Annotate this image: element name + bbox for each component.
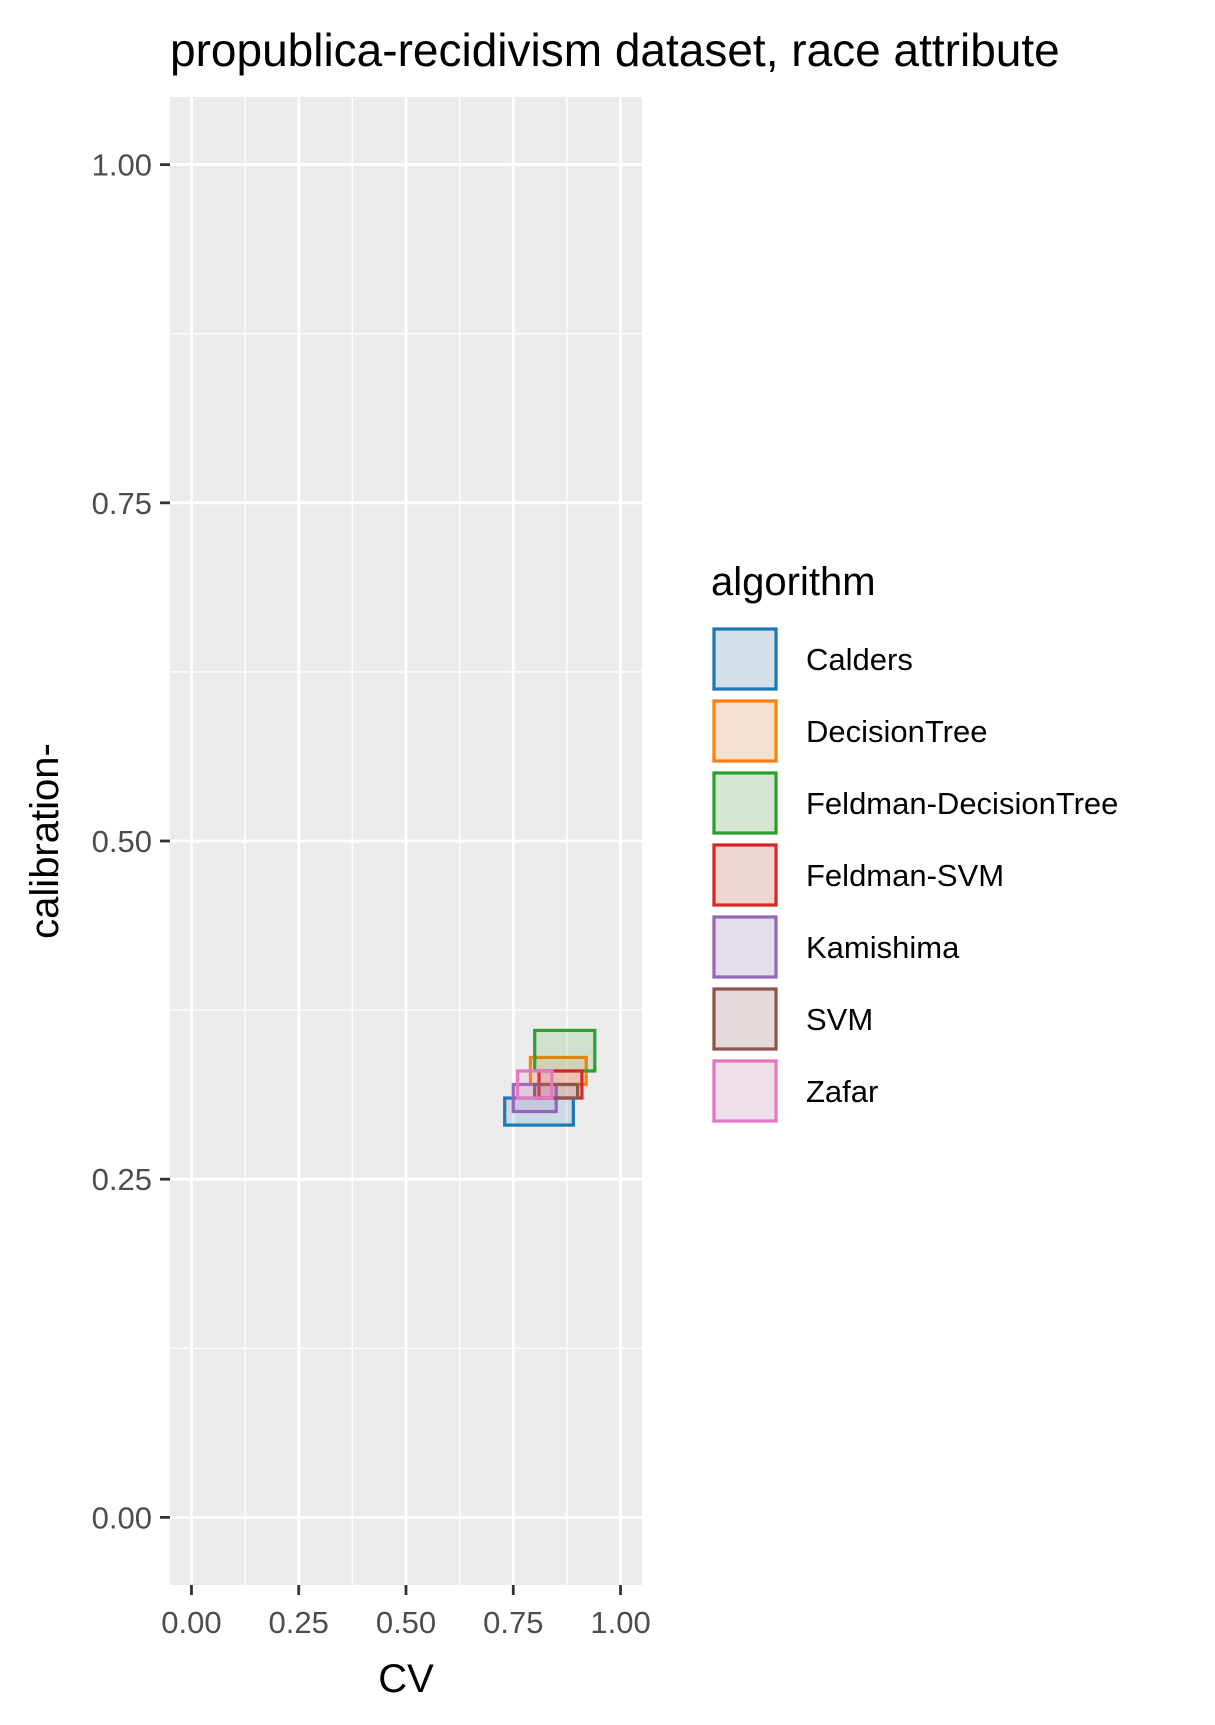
legend-key-bg [712, 699, 778, 763]
y-axis-title: calibration- [23, 743, 67, 939]
legend: algorithm Calders DecisionTree Feldman-Dec… [711, 560, 1118, 1123]
legend-label-decisiontree: DecisionTree [806, 714, 987, 749]
grid-major [170, 97, 642, 1585]
y-axis: 0.00 0.25 0.50 0.75 1.00 [92, 148, 170, 1535]
legend-label-zafar: Zafar [806, 1074, 878, 1109]
legend-key-bg [712, 987, 778, 1051]
legend-key-bg [712, 627, 778, 691]
y-tick-label: 1.00 [92, 148, 152, 183]
legend-label-feldman-svm: Feldman-SVM [806, 858, 1004, 893]
legend-key-bg [712, 915, 778, 979]
data-rect-svm [533, 1082, 580, 1100]
legend-label-feldman-decisiontree: Feldman-DecisionTree [806, 786, 1118, 821]
data-rect-feldman-decisiontree [533, 1028, 597, 1073]
legend-key-bg [712, 1059, 778, 1123]
legend-key-svm [712, 987, 778, 1051]
legend-key-bg [712, 843, 778, 907]
legend-key-zafar [712, 1059, 778, 1123]
x-axis: 0.00 0.25 0.50 0.75 1.00 [161, 1585, 651, 1640]
chart-title: propublica-recidivism dataset, race attr… [170, 24, 1060, 76]
legend-key-calders [712, 627, 778, 691]
x-tick-label: 0.25 [269, 1605, 329, 1640]
y-tick-label: 0.50 [92, 824, 152, 859]
data-rect-zafar [515, 1069, 554, 1100]
legend-label-calders: Calders [806, 642, 913, 677]
legend-key-feldman-svm [712, 843, 778, 907]
y-tick-label: 0.00 [92, 1500, 152, 1535]
x-tick-label: 0.75 [483, 1605, 543, 1640]
legend-key-kamishima [712, 915, 778, 979]
x-tick-label: 0.00 [161, 1605, 221, 1640]
x-tick-label: 1.00 [590, 1605, 650, 1640]
legend-label-kamishima: Kamishima [806, 930, 960, 965]
legend-key-feldman-decisiontree [712, 771, 778, 835]
legend-title: algorithm [711, 560, 876, 604]
x-tick-label: 0.50 [376, 1605, 436, 1640]
legend-key-bg [712, 771, 778, 835]
legend-label-svm: SVM [806, 1002, 873, 1037]
y-tick-label: 0.75 [92, 486, 152, 521]
data-rectangles [503, 1028, 597, 1127]
x-axis-title: CV [378, 1657, 434, 1701]
legend-key-decisiontree [712, 699, 778, 763]
y-tick-label: 0.25 [92, 1162, 152, 1197]
